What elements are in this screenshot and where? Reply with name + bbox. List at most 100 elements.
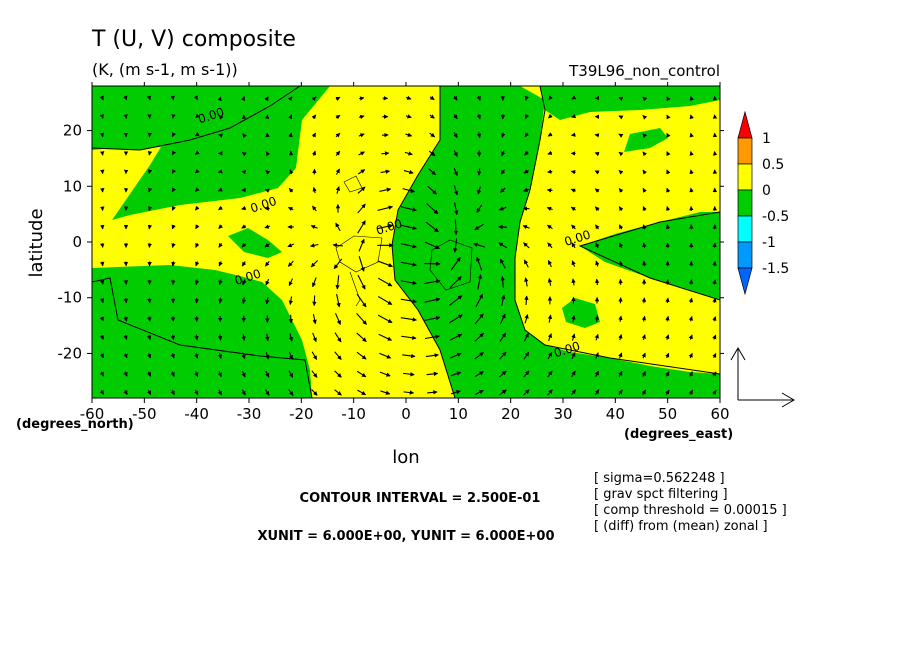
wind-vector [240, 96, 246, 102]
wind-vector [546, 224, 553, 230]
wind-vector [712, 279, 717, 285]
colorbar-label: -1.5 [762, 261, 789, 277]
wind-vector [499, 187, 506, 193]
note-line: [ sigma=0.562248 ] [594, 471, 725, 486]
wind-vector [475, 293, 484, 308]
wind-vector [400, 206, 417, 212]
wind-vector [425, 353, 439, 358]
x-tick-label: 20 [501, 405, 520, 423]
wind-vector [453, 219, 459, 236]
wind-vector [453, 114, 458, 120]
x-tick-label: -30 [237, 405, 262, 423]
wind-vector [665, 315, 670, 322]
wind-vector [524, 114, 530, 120]
wind-vector [571, 370, 576, 378]
wind-vector [712, 334, 717, 340]
wind-vector [265, 352, 270, 360]
wind-vector [618, 133, 624, 138]
wind-vector [400, 243, 417, 249]
wind-vector [377, 296, 393, 305]
wind-vector [642, 187, 647, 193]
green-region-central [392, 86, 720, 398]
wind-vector [147, 187, 153, 193]
wind-vector [403, 169, 414, 175]
wind-vector [523, 389, 530, 396]
x-tick-label: -60 [80, 405, 105, 423]
wind-vector [358, 133, 365, 138]
wind-vector [594, 370, 600, 378]
wind-vector [688, 352, 693, 359]
wind-vector [666, 96, 671, 102]
wind-vector [498, 206, 507, 211]
wind-vector [195, 242, 200, 248]
wind-vector [241, 389, 246, 396]
wind-vector [688, 371, 693, 377]
wind-vector [571, 113, 577, 119]
wind-vector [147, 353, 152, 359]
wind-vector [241, 242, 247, 248]
wind-vector [357, 220, 366, 234]
wind-vector [642, 151, 648, 157]
wind-vector [594, 151, 600, 157]
wind-vector [171, 150, 177, 156]
wind-vector [618, 115, 624, 120]
wind-vector [571, 278, 576, 286]
x-tick-label: 60 [710, 405, 729, 423]
wind-vector [264, 188, 270, 193]
wind-vector [453, 185, 459, 196]
wind-vector [618, 151, 624, 157]
wind-vector [500, 276, 505, 288]
wind-vector [194, 205, 200, 211]
wind-vector [474, 371, 484, 378]
wind-vector [523, 351, 530, 360]
wind-vector [595, 242, 600, 249]
wind-vector [194, 371, 199, 378]
wind-vector [570, 132, 576, 137]
wind-vector [311, 277, 317, 288]
wind-vector [195, 113, 200, 119]
wind-vector [571, 224, 576, 230]
wind-vector [524, 132, 530, 138]
wind-vector [477, 168, 482, 176]
wind-vector [335, 222, 341, 232]
wind-vector [99, 279, 105, 285]
wind-vector [311, 370, 318, 378]
wind-vector [356, 293, 367, 308]
wind-vector [594, 389, 600, 396]
wind-vector [334, 370, 342, 378]
y-tick-label: -10 [58, 289, 83, 307]
wind-vector [450, 352, 462, 359]
wind-vector [287, 96, 293, 102]
wind-vector [100, 243, 105, 248]
wind-vector [476, 114, 482, 120]
wind-vector [400, 261, 417, 267]
wind-vector [641, 352, 646, 359]
wind-vector [311, 351, 318, 361]
wind-vector [288, 370, 294, 378]
wind-vector [311, 132, 317, 138]
wind-vector [123, 390, 128, 396]
wind-vector [312, 332, 317, 343]
wind-vector [477, 186, 482, 195]
wind-vector [522, 225, 530, 230]
wind-vector [170, 95, 175, 101]
wind-vector [404, 151, 413, 156]
wind-vector [170, 389, 175, 396]
wind-vector [428, 150, 436, 157]
wind-vector [241, 352, 246, 360]
wind-vector [618, 206, 624, 212]
wind-vector [335, 186, 341, 194]
wind-vector [547, 389, 553, 396]
wind-vector [499, 258, 506, 269]
wind-vector [379, 187, 392, 192]
wind-vector [288, 389, 294, 396]
wind-vector [449, 295, 463, 306]
wind-vector [194, 168, 200, 174]
wind-vector [288, 278, 294, 287]
wind-vector [99, 151, 105, 156]
wind-vector [358, 256, 365, 272]
wind-vector [641, 334, 646, 341]
wind-vector [194, 389, 199, 396]
colorbar-label: 1 [762, 131, 771, 147]
wind-vector [594, 352, 599, 359]
